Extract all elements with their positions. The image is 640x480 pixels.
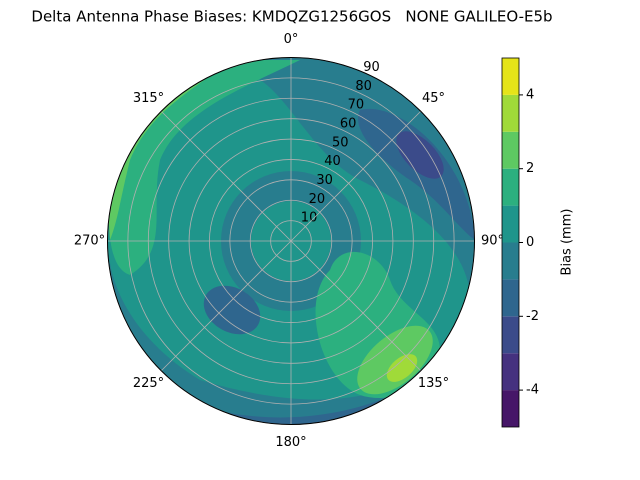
- colorbar-band: [502, 353, 519, 391]
- r-tick-label: 60: [340, 116, 357, 131]
- colorbar-tick-label: -4: [526, 383, 539, 398]
- contour-region: [357, 325, 433, 395]
- colorbar-tick-label: 2: [526, 161, 534, 176]
- contour-region: [396, 131, 444, 179]
- contour-region: [386, 354, 418, 382]
- r-tick-label: 80: [355, 79, 372, 94]
- theta-tick-label: 180°: [275, 435, 306, 450]
- theta-tick-label: 90°: [481, 234, 504, 249]
- theta-tick-label: 0°: [284, 32, 299, 47]
- theta-tick-label: 45°: [422, 91, 445, 106]
- r-tick-label: 10: [301, 211, 318, 226]
- colorbar-band: [502, 242, 519, 280]
- colorbar-label: Bias (mm): [560, 209, 575, 276]
- colorbar-band: [502, 168, 519, 206]
- chart-title: Delta Antenna Phase Biases: KMDQZG1256GO…: [31, 8, 552, 26]
- colorbar-band: [502, 94, 519, 132]
- r-tick-label: 50: [332, 135, 349, 150]
- colorbar-band: [502, 316, 519, 354]
- grid-spoke: [160, 110, 292, 242]
- theta-tick-label: 315°: [133, 91, 164, 106]
- r-tick-label: 40: [324, 154, 341, 169]
- colorbar-band: [502, 390, 519, 427]
- colorbar-band: [502, 279, 519, 317]
- contour-region: [358, 108, 475, 240]
- colorbar-band: [502, 131, 519, 169]
- r-tick-label: 90: [363, 60, 380, 75]
- grid-spoke: [290, 240, 422, 372]
- theta-tick-label: 225°: [133, 376, 164, 391]
- r-tick-label: 70: [348, 98, 365, 113]
- axes: 10 20 30 40 50 60 70 80 90 0° 45° 90° 135° 180° 225° 27…: [74, 32, 504, 450]
- colorbar-tick-label: 0: [526, 235, 534, 250]
- colorbar-band: [502, 58, 519, 95]
- grid-spoke: [290, 110, 422, 242]
- colorbar-tick-label: 4: [526, 87, 534, 102]
- r-tick-label: 30: [316, 173, 333, 188]
- theta-tick-label: 270°: [74, 234, 105, 249]
- r-tick-label: 20: [309, 192, 326, 207]
- contour-region: [203, 285, 261, 335]
- colorbar-band: [502, 205, 519, 243]
- colorbar-tick-label: -2: [526, 309, 539, 324]
- theta-tick-label: 135°: [418, 376, 449, 391]
- grid-spoke: [160, 240, 292, 372]
- polar-frame: [107, 57, 475, 425]
